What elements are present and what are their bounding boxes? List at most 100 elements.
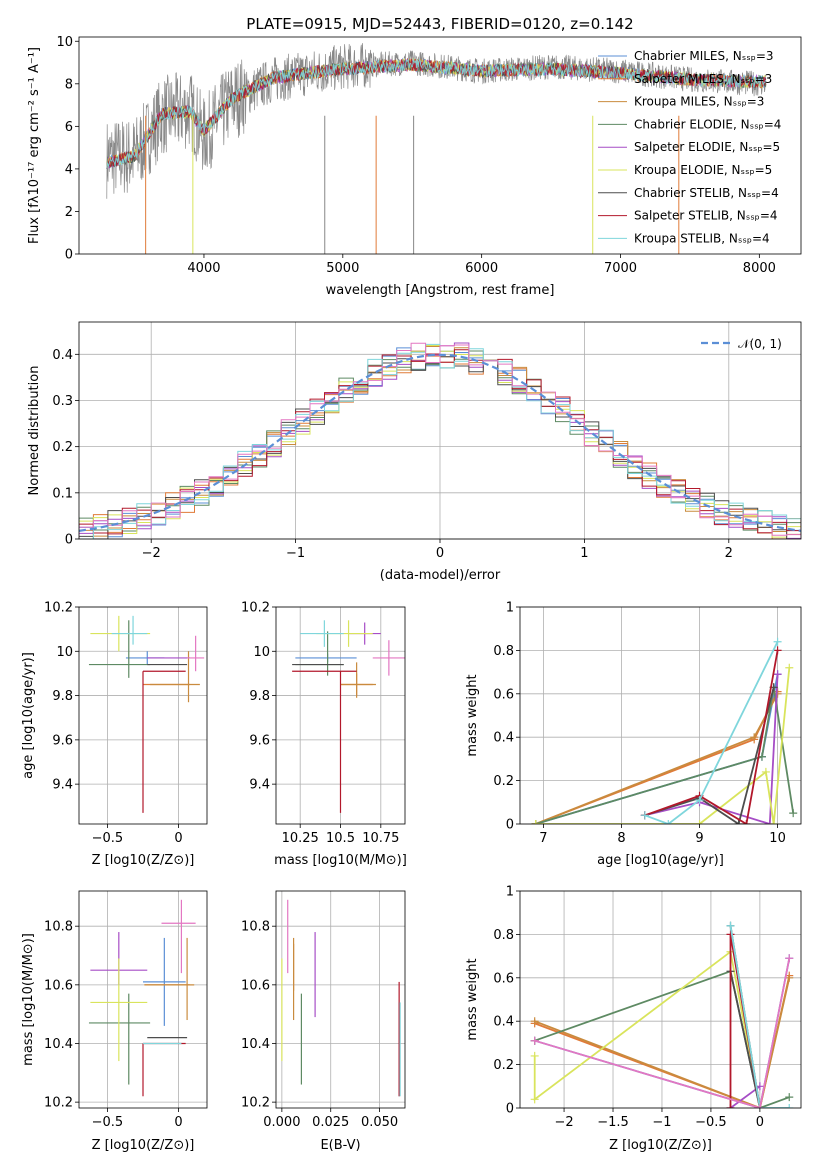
y-tick-label: 10.8 xyxy=(241,920,270,935)
weight-line xyxy=(729,925,790,1108)
x-tick-label: 0.050 xyxy=(361,1115,398,1130)
y-tick-label: 0.8 xyxy=(493,928,514,943)
y-tick-label: 10 xyxy=(253,645,270,660)
weight-marker xyxy=(742,820,751,824)
weight-marker xyxy=(789,809,798,818)
weight-marker xyxy=(695,796,704,805)
mass_vs_ebv-chart: 0.000 0.025 0.050 10.2 10.4 10.6 10.8 E(B-V) xyxy=(241,890,406,1153)
y-tick-label: 0 xyxy=(65,248,73,263)
weight-line xyxy=(534,977,791,1108)
y-tick-label: 10.8 xyxy=(44,920,73,935)
weight_vs_Z-chart: −2 −1.5 −1 −0.5 0 0 0.2 0.4 0.6 0.8 1 Z [log10(Z/Z⊙… xyxy=(465,885,802,1153)
spectrum-plot xyxy=(106,43,767,254)
y-tick-label: 0 xyxy=(506,818,514,833)
x-axis-label: Z [log10(Z/Z⊙)] xyxy=(92,1138,195,1153)
mass_vs_Z-plot xyxy=(88,899,196,1097)
weight-line xyxy=(535,674,779,824)
weight-marker xyxy=(773,670,782,679)
weight-marker xyxy=(785,954,794,963)
legend-entry: Chabrier ELODIE, Nₛₛₚ=4 xyxy=(634,117,781,131)
x-tick-label: 1 xyxy=(580,546,588,561)
weight-marker xyxy=(769,820,778,824)
y-axis-label: age [log10(age/yr)] xyxy=(21,652,36,779)
legend-entry: Kroupa ELODIE, Nₛₛₚ=5 xyxy=(634,163,772,177)
legend-entry: Kroupa STELIB, Nₛₛₚ=4 xyxy=(634,231,770,245)
y-tick-label: 6 xyxy=(65,120,73,135)
axes-frame xyxy=(78,321,802,540)
weight-marker xyxy=(755,1104,764,1108)
model-spectrum xyxy=(106,58,767,169)
weight-marker xyxy=(761,767,770,776)
x-axis-label: mass [log10(M/M⊙)] xyxy=(274,853,407,868)
legend-entry: Chabrier STELIB, Nₛₛₚ=4 xyxy=(634,186,779,200)
x-tick-label: 10.25 xyxy=(282,831,319,846)
weight-marker xyxy=(531,820,540,824)
x-axis-label: E(B-V) xyxy=(320,1138,360,1153)
weight-marker xyxy=(765,820,774,824)
weight-marker xyxy=(734,820,743,824)
y-tick-label: 2 xyxy=(65,205,73,220)
y-axis-label: Flux [fλ10⁻¹⁷ erg cm⁻² s⁻¹ A⁻¹] xyxy=(27,47,42,244)
y-tick-label: 1 xyxy=(506,885,514,900)
weight-marker xyxy=(726,921,735,930)
legend-entry: Salpeter STELIB, Nₛₛₚ=4 xyxy=(634,209,778,223)
y-tick-label: 0.4 xyxy=(493,731,514,746)
axes-frame xyxy=(78,890,208,1109)
weight-marker xyxy=(750,733,759,742)
weight-line xyxy=(533,950,761,1108)
weight-marker xyxy=(726,1104,735,1108)
y-tick-label: 8 xyxy=(65,77,73,92)
weight-line xyxy=(644,687,775,824)
legend-entry: Kroupa MILES, Nₛₛₚ=3 xyxy=(634,95,764,109)
y-tick-label: 9.4 xyxy=(249,778,270,793)
x-tick-label: −1 xyxy=(652,1115,671,1130)
y-tick-label: 10.2 xyxy=(44,1096,73,1111)
x-tick-label: 8000 xyxy=(743,261,776,276)
y-tick-label: 10 xyxy=(56,645,73,660)
weight-line xyxy=(729,1085,761,1108)
y-axis-label: mass weight xyxy=(465,958,480,1040)
y-axis-label: Normed distribution xyxy=(27,366,42,496)
x-axis-label: (data-model)/error xyxy=(380,568,501,583)
y-tick-label: 0.2 xyxy=(493,774,514,789)
weight-marker xyxy=(773,646,782,655)
axes-frame xyxy=(519,606,802,825)
weight-marker xyxy=(785,1104,794,1108)
y-tick-label: 10.4 xyxy=(241,1037,270,1052)
axes-frame xyxy=(519,890,802,1109)
legend: Chabrier MILES, Nₛₛₚ=3 Salpeter MILES, Nₛ… xyxy=(598,49,781,245)
y-tick-label: 9.8 xyxy=(249,689,270,704)
legend-entry: 𝒩(0, 1) xyxy=(738,337,782,351)
weight-marker xyxy=(726,930,735,939)
weight-line xyxy=(644,641,779,824)
weight-line xyxy=(535,687,795,824)
residuals-chart: −2 −1 0 1 2 0 0.1 0.2 0.3 0.4 (data-model)/error No… xyxy=(27,321,802,583)
x-tick-label: 0.025 xyxy=(312,1115,349,1130)
y-tick-label: 0.2 xyxy=(493,1058,514,1073)
legend-entry: Chabrier MILES, Nₛₛₚ=3 xyxy=(634,49,774,63)
spectrum-chart: 4000 5000 6000 7000 8000 0 2 4 6 8 10 wavelength [A… xyxy=(27,35,802,298)
weight-marker xyxy=(530,1036,539,1045)
x-tick-label: 7 xyxy=(539,831,547,846)
y-tick-label: 10.6 xyxy=(241,978,270,993)
x-tick-label: 4000 xyxy=(187,261,220,276)
x-tick-label: 9 xyxy=(695,831,703,846)
weight-marker xyxy=(785,1093,794,1102)
weight-line xyxy=(534,958,791,1108)
x-tick-label: 0 xyxy=(756,1115,764,1130)
x-tick-label: 0 xyxy=(174,831,182,846)
mass_vs_ebv-plot xyxy=(281,899,401,1097)
y-tick-label: 0.8 xyxy=(493,644,514,659)
axes-frame xyxy=(275,890,406,1109)
x-tick-label: 7000 xyxy=(604,261,637,276)
y-tick-label: 9.4 xyxy=(52,778,73,793)
y-tick-label: 0.6 xyxy=(493,971,514,986)
residual-histogram xyxy=(79,343,801,539)
x-axis-label: Z [log10(Z/Z⊙)] xyxy=(609,1138,712,1153)
weight-marker xyxy=(773,637,782,646)
figure-title: PLATE=0915, MJD=52443, FIBERID=0120, z=0… xyxy=(246,15,633,33)
y-tick-label: 4 xyxy=(65,162,73,177)
axes-frame xyxy=(275,606,406,825)
weight-marker xyxy=(530,1017,539,1026)
